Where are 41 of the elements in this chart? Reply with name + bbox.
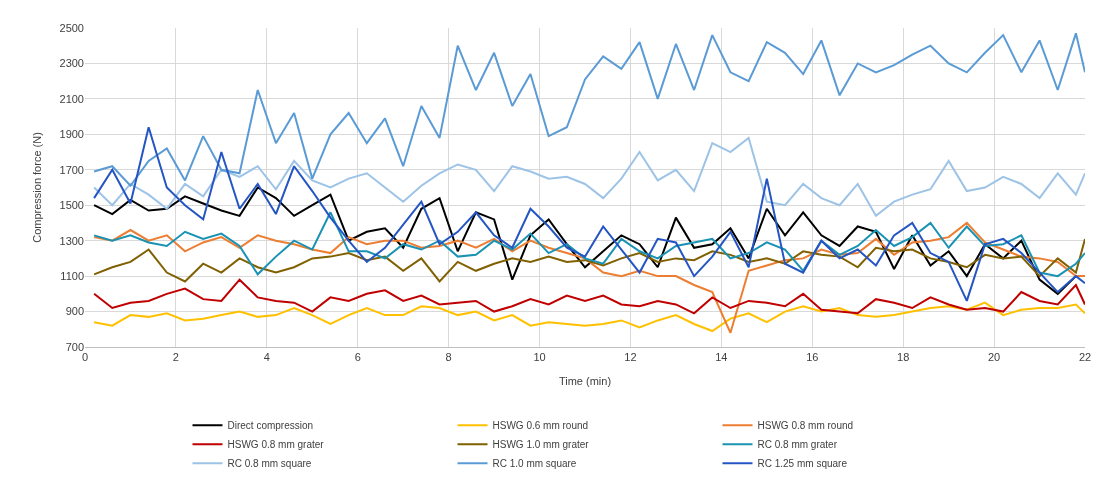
- y-tick-label: 1700: [59, 163, 84, 176]
- x-tick-label: 14: [715, 351, 728, 364]
- line-series: [93, 278, 1085, 315]
- line-series: [93, 32, 1085, 187]
- legend-label: RC 1.25 mm square: [757, 458, 848, 470]
- y-tick-label: 2500: [59, 21, 84, 34]
- legend-label: RC 0.8 mm grater: [757, 439, 838, 451]
- x-tick-label: 18: [897, 351, 910, 364]
- y-tick-label: 900: [65, 305, 84, 318]
- line-series: [93, 301, 1085, 333]
- line-series: [93, 136, 1085, 217]
- legend-label: HSWG 0.8 mm grater: [227, 439, 325, 451]
- legend-label: HSWG 0.6 mm round: [492, 420, 589, 432]
- y-tick-label: 1500: [59, 199, 84, 212]
- legend-label: RC 0.8 mm square: [227, 458, 312, 470]
- legend-label: HSWG 1.0 mm grater: [492, 439, 590, 451]
- legend-label: Direct compression: [227, 420, 314, 432]
- x-tick-label: 12: [624, 351, 637, 364]
- line-series: [93, 211, 1085, 278]
- x-tick-label: 10: [533, 351, 546, 364]
- line-series: [93, 126, 1085, 302]
- x-tick-label: 22: [1078, 351, 1092, 364]
- y-tick-label: 1300: [59, 234, 84, 247]
- line-series: [93, 221, 1085, 334]
- x-tick-label: 2: [172, 351, 179, 364]
- x-tick-label: 20: [987, 351, 1001, 364]
- x-axis-title: Time (min): [558, 375, 612, 388]
- x-tick-label: 0: [81, 351, 89, 364]
- y-tick-label: 2300: [59, 57, 84, 70]
- y-axis-title: Compression force (N): [31, 132, 44, 243]
- line-series: [93, 237, 1085, 283]
- x-tick-label: 6: [354, 351, 361, 364]
- x-tick-label: 8: [445, 351, 452, 364]
- legend-label: RC 1.0 mm square: [492, 458, 577, 470]
- y-tick-label: 2100: [59, 92, 84, 105]
- y-tick-label: 1900: [59, 128, 84, 141]
- x-tick-label: 4: [263, 351, 270, 364]
- y-tick-label: 1100: [60, 269, 84, 282]
- y-tick-label: 700: [65, 340, 84, 353]
- legend-label: HSWG 0.8 mm round: [757, 420, 854, 432]
- x-tick-label: 16: [806, 351, 819, 364]
